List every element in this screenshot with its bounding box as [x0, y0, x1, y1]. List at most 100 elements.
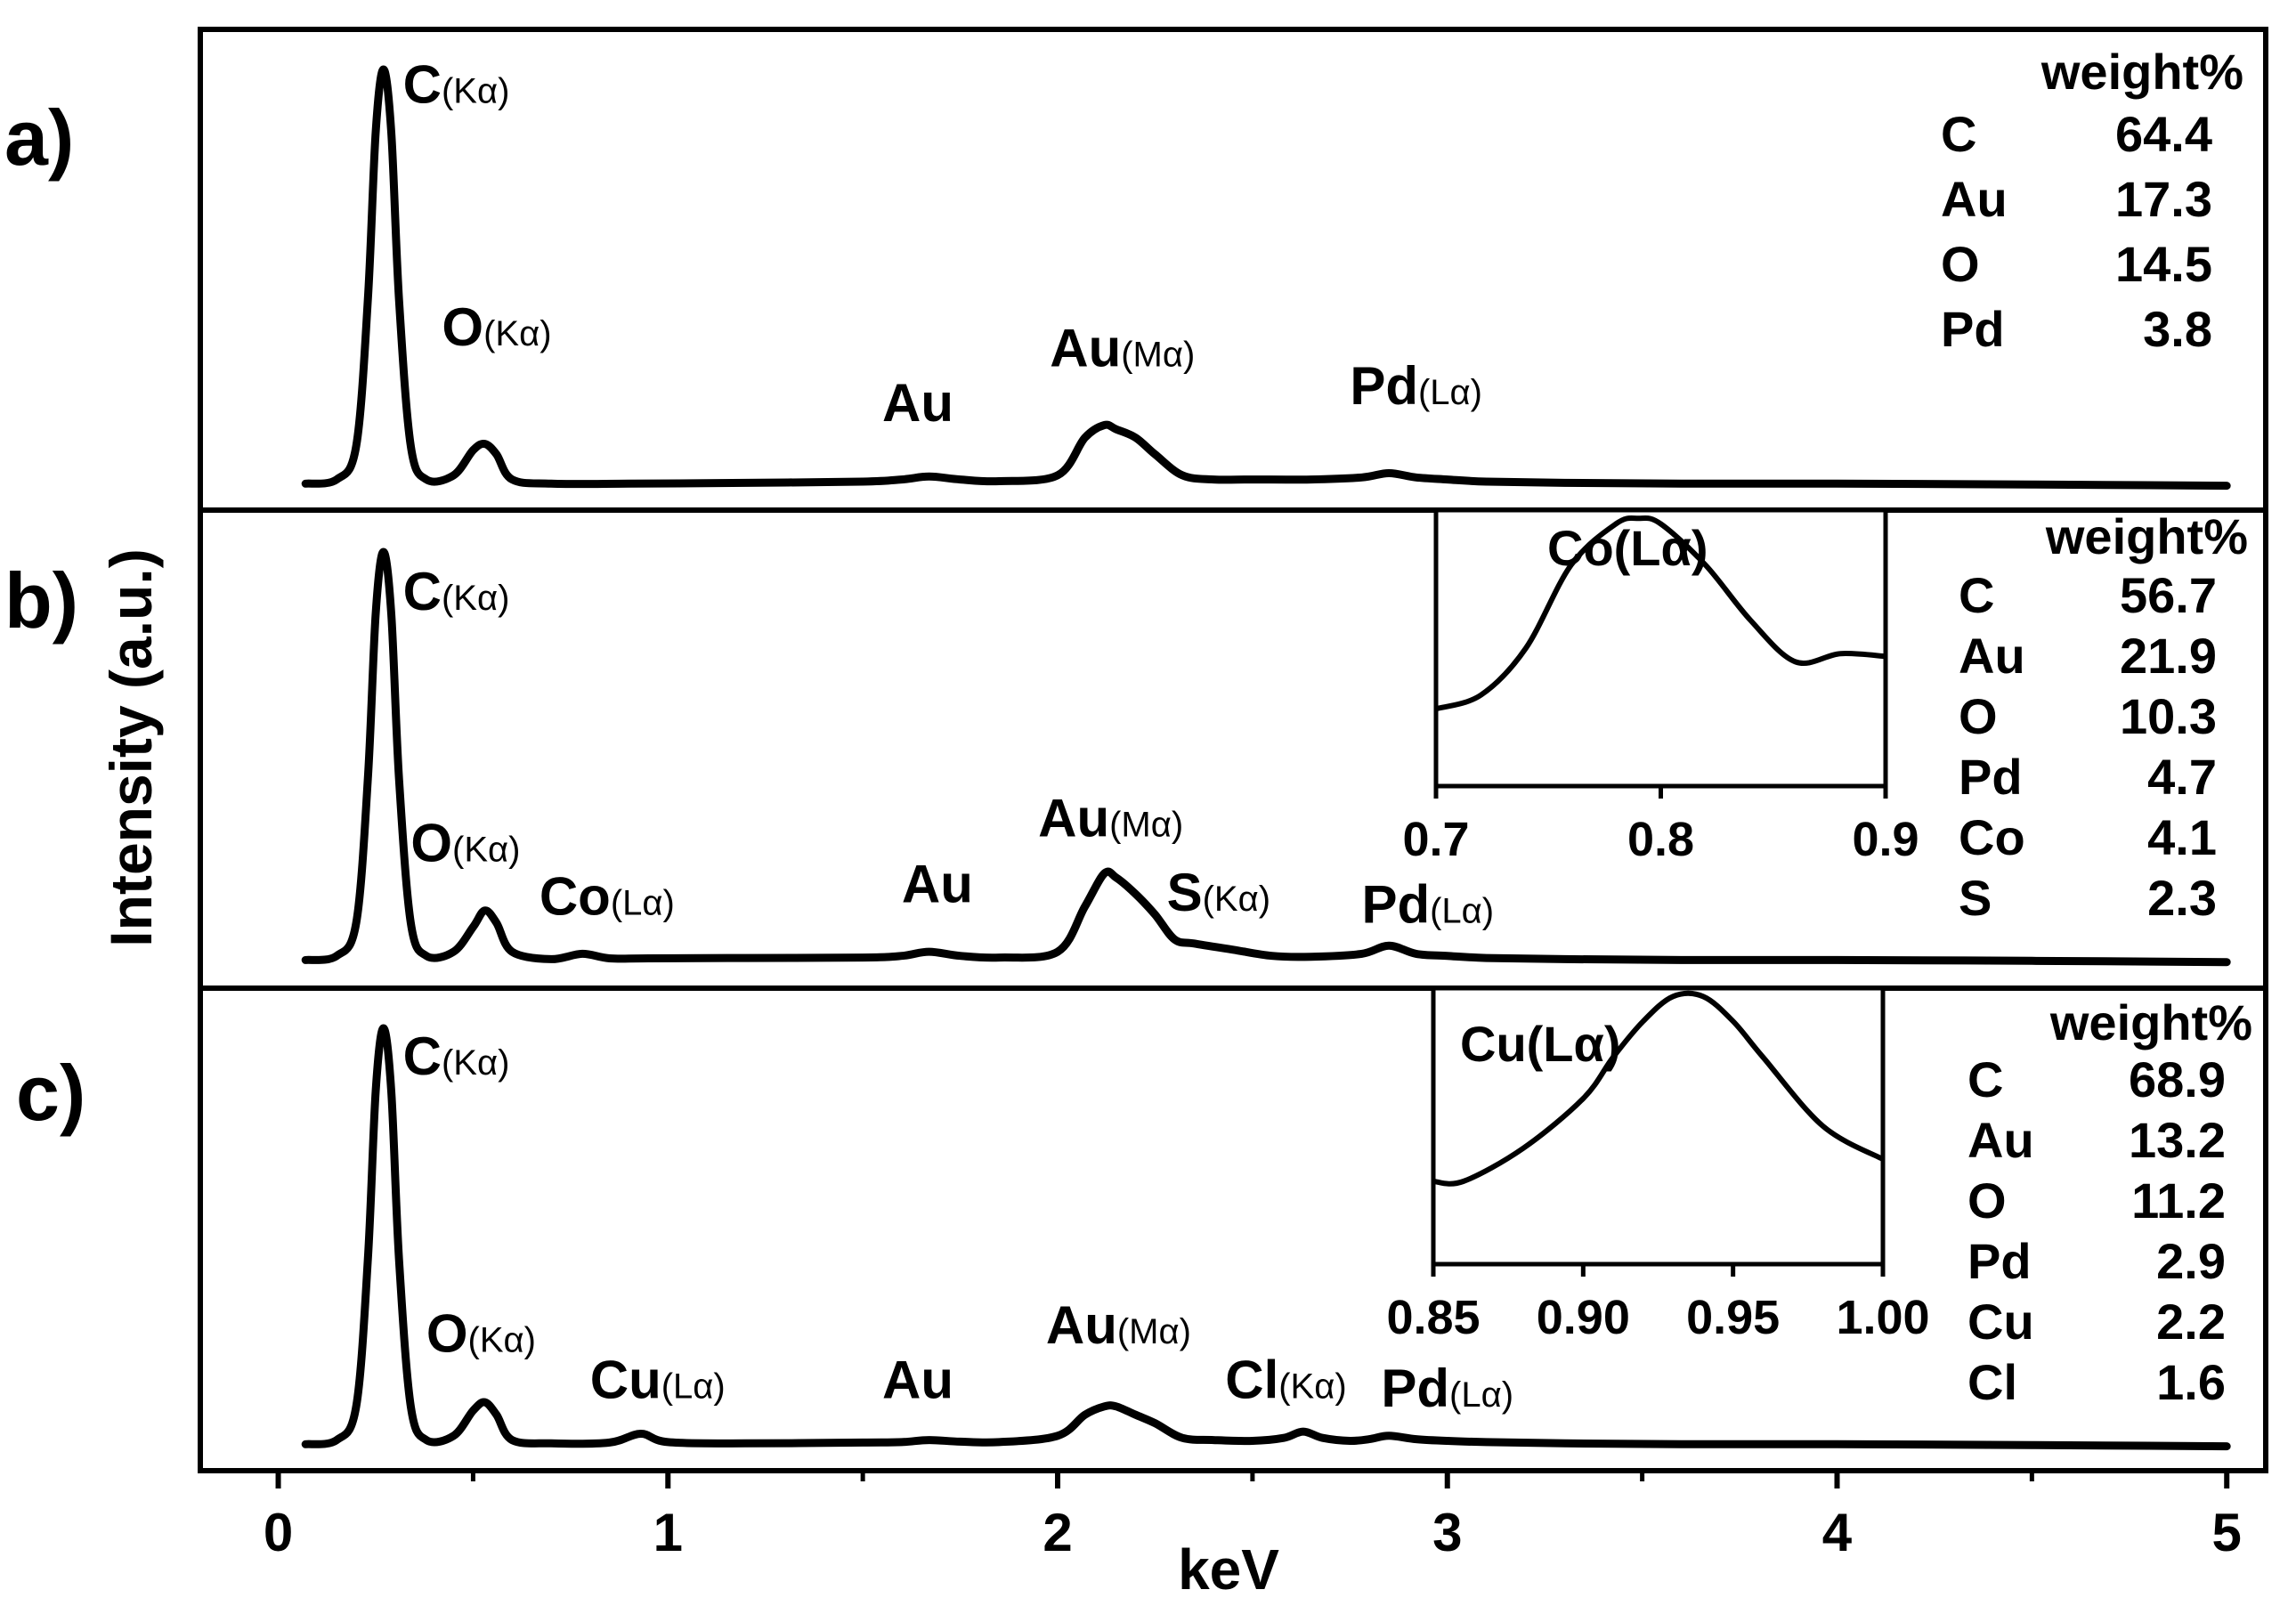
peak-element: Au [882, 1350, 953, 1409]
x-tick-label: 5 [2212, 1503, 2242, 1562]
peak-annotation: Au(Mα) [1046, 1295, 1191, 1355]
table-element: C [1967, 1051, 2003, 1107]
table-value: 2.3 [2147, 870, 2217, 926]
peak-line-subscript: (Kα) [442, 1043, 509, 1083]
peak-line-subscript: (Kα) [483, 314, 551, 353]
peak-element: Au [1050, 319, 1121, 378]
inset-line [1432, 990, 1885, 1187]
spectrum-line [301, 548, 2231, 967]
inset-frame [1433, 507, 1888, 789]
x-tick-label: 1 [653, 1503, 683, 1562]
table-element: Au [1967, 1112, 2034, 1168]
peak-line-subscript: (Lα) [1418, 373, 1482, 412]
peak-element: Au [882, 373, 953, 433]
peak-element: C [403, 1026, 442, 1086]
peak-annotation: Pd(Lα) [1361, 875, 1494, 935]
peak-element: Pd [1361, 875, 1430, 935]
table-value: 13.2 [2129, 1112, 2226, 1168]
x-axis-label: keV [1178, 1537, 1279, 1602]
table-value: 10.3 [2120, 688, 2217, 744]
table-value: 2.9 [2156, 1233, 2226, 1289]
x-tick-label: 4 [1822, 1503, 1853, 1562]
peak-element: Cu [590, 1350, 661, 1409]
table-header: weight% [2045, 508, 2248, 564]
table-element: Cl [1967, 1354, 2017, 1410]
inset-tick-label: 0.90 [1537, 1291, 1630, 1344]
peak-element: C [403, 55, 442, 115]
inset-tick-label: 0.8 [1627, 813, 1694, 866]
inset-label: Co(Lα) [1547, 520, 1708, 576]
table-element: Au [1959, 628, 2025, 684]
table-value: 11.2 [2131, 1172, 2226, 1229]
spectrum-line [301, 65, 2231, 491]
peak-annotation: Pd(Lα) [1350, 356, 1482, 416]
inset-tick-label: 0.95 [1686, 1291, 1780, 1344]
peak-element: Au [1038, 788, 1109, 848]
table-element: Pd [1941, 301, 2005, 357]
peak-element: Pd [1350, 356, 1418, 416]
peak-line-subscript: (Kα) [442, 72, 509, 111]
peak-line-subscript: (Kα) [1278, 1367, 1346, 1406]
peak-annotation: O(Kα) [410, 813, 520, 872]
peak-line-subscript: (Mα) [1109, 805, 1183, 844]
peak-element: Au [1046, 1295, 1117, 1355]
table-element: Cu [1967, 1294, 2034, 1350]
x-tick-label: 0 [264, 1503, 293, 1562]
table-element: O [1959, 688, 1998, 744]
table-value: 1.6 [2156, 1354, 2226, 1410]
table-value: 4.7 [2147, 749, 2217, 805]
spectrum-line [301, 1024, 2231, 1451]
peak-element: Co [540, 866, 611, 926]
peak-line-subscript: (Kα) [452, 830, 520, 869]
panel-label: c) [16, 1049, 85, 1137]
peak-element: O [410, 813, 452, 872]
inset-tick-label: 1.00 [1836, 1291, 1929, 1344]
peak-annotation: O(Kα) [442, 297, 551, 357]
table-element: Pd [1959, 749, 2023, 805]
peak-annotation: Co(Lα) [540, 866, 675, 926]
peak-annotation: S(Kα) [1167, 863, 1270, 922]
table-element: Au [1941, 171, 2008, 227]
table-element: C [1941, 106, 1976, 162]
peak-line-subscript: (Mα) [1117, 1312, 1191, 1351]
peak-annotation: Cu(Lα) [590, 1350, 726, 1409]
table-value: 21.9 [2120, 628, 2217, 684]
peak-line-subscript: (Kα) [1203, 880, 1270, 919]
table-value: 2.2 [2156, 1294, 2226, 1350]
peak-element: Cl [1225, 1350, 1278, 1409]
peak-annotation: Pd(Lα) [1381, 1359, 1513, 1418]
table-element: S [1959, 870, 1992, 926]
inset-tick-label: 0.9 [1852, 813, 1919, 866]
x-tick-label: 2 [1043, 1503, 1072, 1562]
y-axis-label: Intensity (a.u.) [98, 548, 164, 946]
table-value: 68.9 [2129, 1051, 2226, 1107]
peak-annotation: Au [882, 1350, 953, 1409]
peak-annotation: Au [902, 855, 973, 914]
peak-line-subscript: (Mα) [1121, 336, 1195, 375]
peak-line-subscript: (Lα) [1430, 892, 1494, 931]
inset-tick-label: 0.7 [1402, 813, 1469, 866]
inset-frame [1431, 986, 1886, 1267]
panel-label: a) [4, 93, 74, 182]
table-element: Co [1959, 809, 2025, 865]
table-element: O [1967, 1172, 2007, 1229]
inset-label: Cu(Lα) [1460, 1016, 1621, 1072]
table-value: 14.5 [2115, 236, 2212, 292]
peak-line-subscript: (Lα) [611, 883, 675, 922]
peak-annotation: Cl(Kα) [1225, 1350, 1346, 1409]
table-value: 56.7 [2120, 567, 2217, 623]
x-tick-label: 3 [1432, 1503, 1462, 1562]
table-value: 17.3 [2115, 171, 2212, 227]
peak-annotation: Au [882, 373, 953, 433]
table-header: weight% [2040, 44, 2243, 100]
panel-frame [198, 986, 2268, 1473]
peak-annotation: O(Kα) [426, 1303, 536, 1363]
peak-annotation: Au(Mα) [1050, 319, 1195, 378]
peak-annotation: Au(Mα) [1038, 788, 1183, 848]
peak-element: Pd [1381, 1359, 1449, 1418]
peak-line-subscript: (Lα) [1449, 1375, 1513, 1415]
peak-annotation: C(Kα) [403, 562, 510, 621]
table-element: C [1959, 567, 1994, 623]
table-value: 4.1 [2147, 809, 2217, 865]
